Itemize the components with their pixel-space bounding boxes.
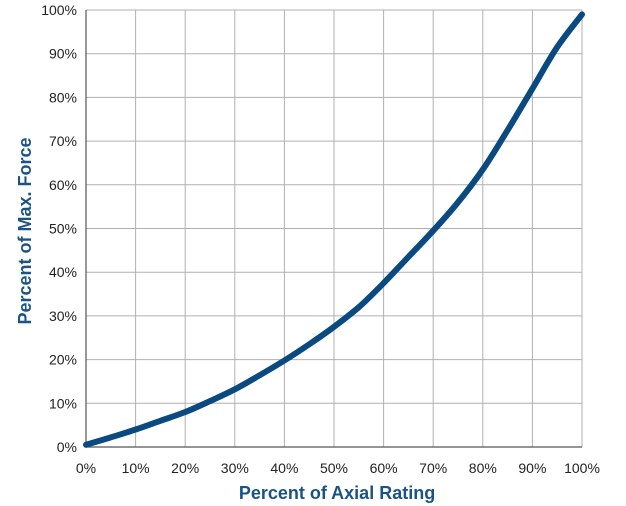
y-tick-label: 30% (49, 308, 77, 324)
x-tick-labels: 0% 10% 20% 30% 40% 50% 60% 70% 80% 90% 100% (76, 460, 600, 476)
y-tick-label: 40% (49, 264, 77, 280)
y-tick-label: 100% (41, 2, 77, 18)
y-tick-label: 80% (49, 89, 77, 105)
x-tick-label: 90% (518, 460, 546, 476)
x-tick-label: 80% (469, 460, 497, 476)
x-tick-label: 70% (419, 460, 447, 476)
x-tick-label: 0% (76, 460, 96, 476)
y-tick-label: 0% (57, 439, 77, 455)
x-tick-label: 20% (171, 460, 199, 476)
y-tick-label: 10% (49, 395, 77, 411)
x-axis-title: Percent of Axial Rating (239, 483, 435, 503)
x-tick-label: 60% (370, 460, 398, 476)
y-tick-label: 70% (49, 133, 77, 149)
x-tick-label: 50% (320, 460, 348, 476)
y-tick-label: 90% (49, 46, 77, 62)
x-tick-label: 30% (221, 460, 249, 476)
x-tick-label: 40% (270, 460, 298, 476)
y-axis-title: Percent of Max. Force (15, 137, 35, 324)
y-tick-label: 60% (49, 177, 77, 193)
x-tick-label: 100% (564, 460, 600, 476)
y-tick-labels: 0% 10% 20% 30% 40% 50% 60% 70% 80% 90% 100% (41, 2, 77, 455)
y-tick-label: 50% (49, 221, 77, 237)
series-line (83, 11, 585, 448)
y-tick-label: 20% (49, 352, 77, 368)
grid (85, 9, 583, 448)
x-tick-label: 10% (122, 460, 150, 476)
